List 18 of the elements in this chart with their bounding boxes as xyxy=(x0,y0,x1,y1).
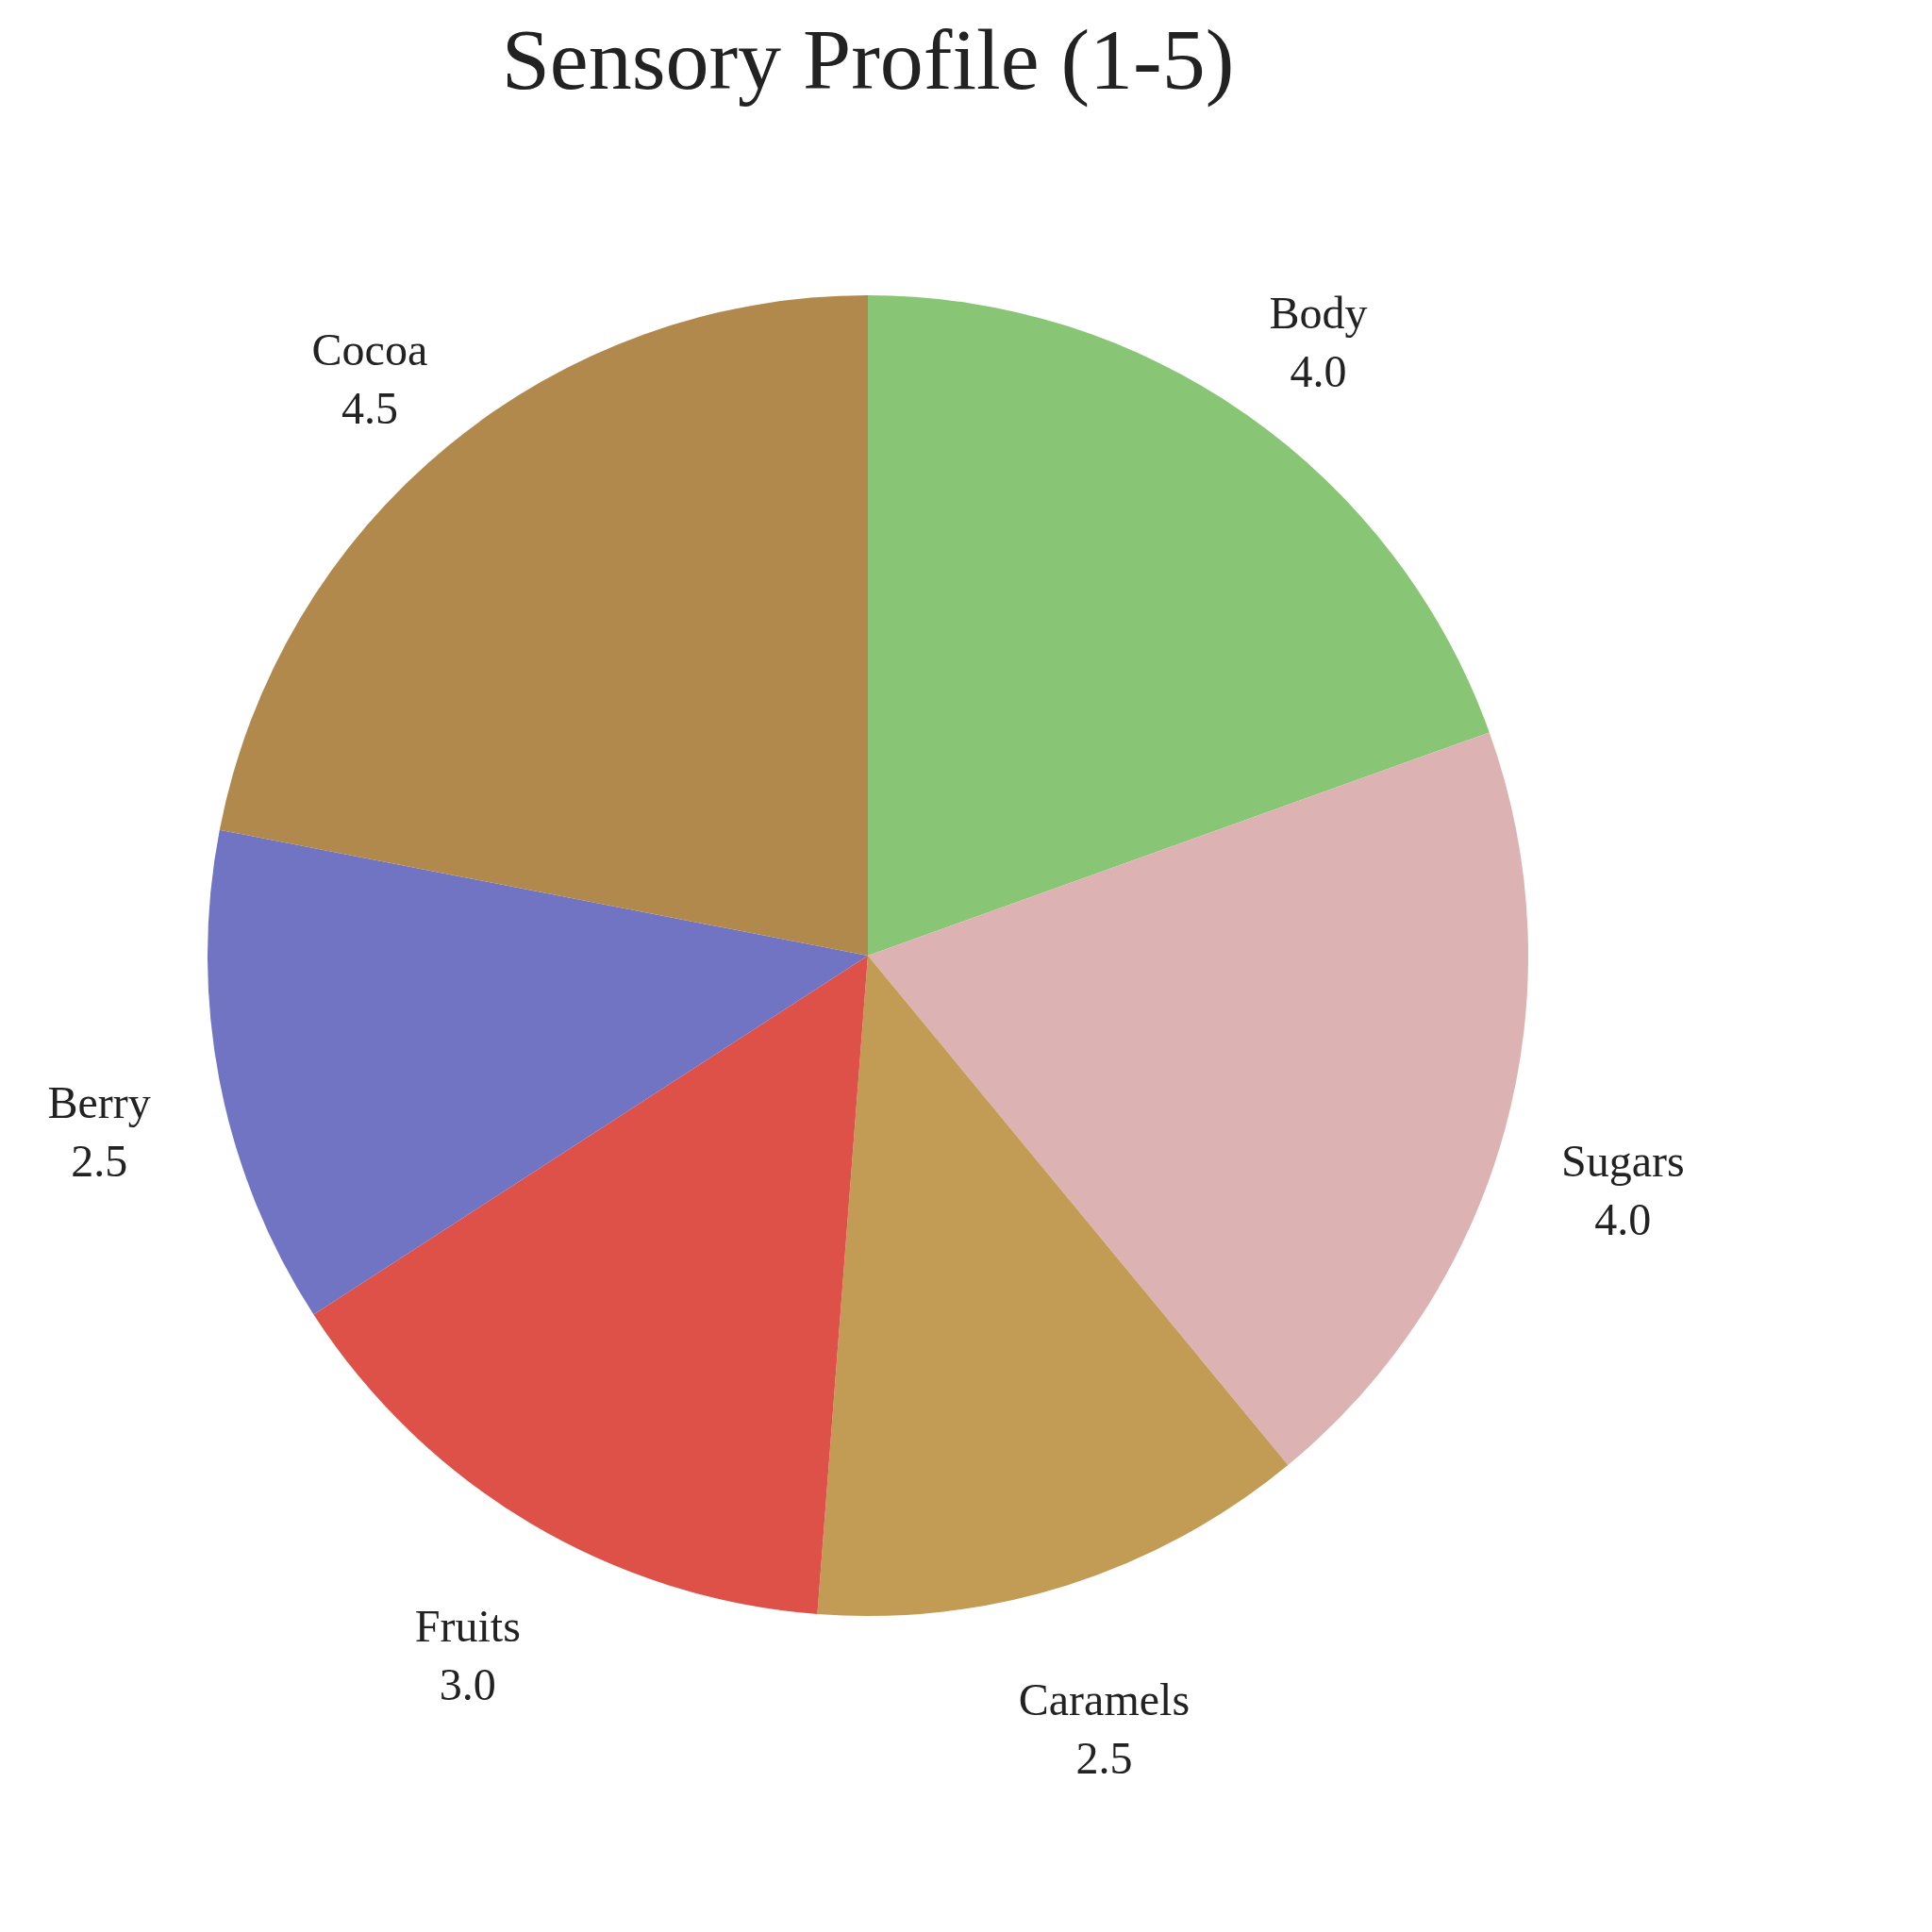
slice-label: Fruits xyxy=(414,1601,521,1652)
pie-slice xyxy=(868,732,1528,1466)
slice-label: Berry xyxy=(47,1077,151,1128)
slice-label: Cocoa xyxy=(311,324,428,375)
data-label: 4.5 xyxy=(341,382,398,433)
data-label: 2.5 xyxy=(71,1136,128,1187)
data-label: 3.0 xyxy=(439,1659,496,1710)
data-label: 4.0 xyxy=(1594,1193,1652,1244)
slice-label: Body xyxy=(1269,288,1368,339)
slice-label: Sugars xyxy=(1560,1135,1685,1186)
data-label: 2.5 xyxy=(1075,1733,1133,1784)
pie-slice xyxy=(817,956,1289,1616)
pie-slice xyxy=(219,295,868,956)
pie-slice xyxy=(208,829,868,1315)
chart-title: Sensory Profile (1-5) xyxy=(501,11,1235,108)
data-label: 4.0 xyxy=(1290,346,1347,397)
pie-slice xyxy=(868,295,1490,956)
slice-label: Caramels xyxy=(1018,1674,1191,1725)
